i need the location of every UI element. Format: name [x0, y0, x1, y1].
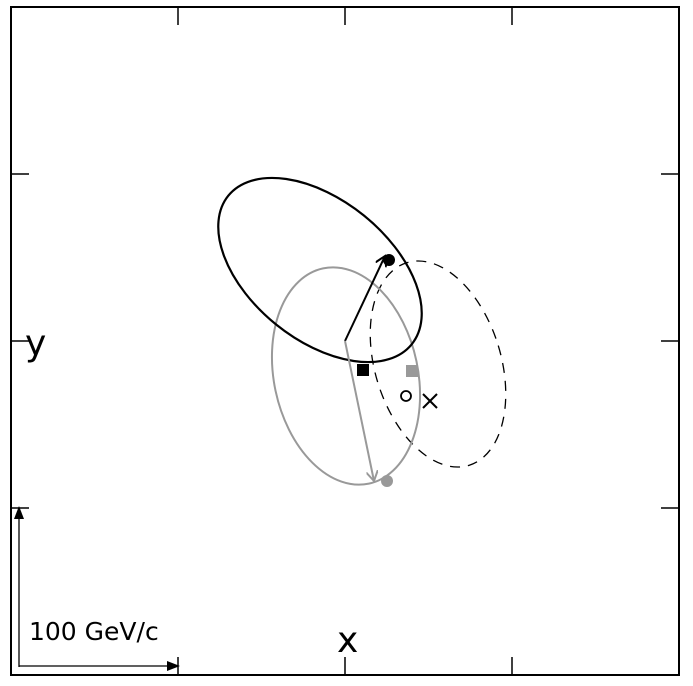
- gray-momentum-arrow: [344, 340, 374, 481]
- black-square-marker: [357, 364, 369, 376]
- gray-dot-marker: [381, 475, 393, 487]
- black-momentum-arrow: [344, 256, 385, 342]
- axis-ticks: [11, 7, 679, 675]
- y-axis-label: y: [25, 323, 46, 364]
- cross-marker: [422, 393, 438, 409]
- open-circle-marker: [400, 390, 412, 402]
- black-dot-marker: [383, 254, 395, 266]
- scale-bar-right-arrowhead: [167, 661, 180, 671]
- black-ellipse: [217, 176, 423, 364]
- scale-bar-label: 100 GeV/c: [29, 617, 159, 646]
- scale-bar-up-arrowhead: [14, 506, 24, 519]
- gray-square-marker: [406, 365, 418, 377]
- gray-ellipse: [270, 266, 422, 486]
- x-axis-label: x: [337, 620, 358, 661]
